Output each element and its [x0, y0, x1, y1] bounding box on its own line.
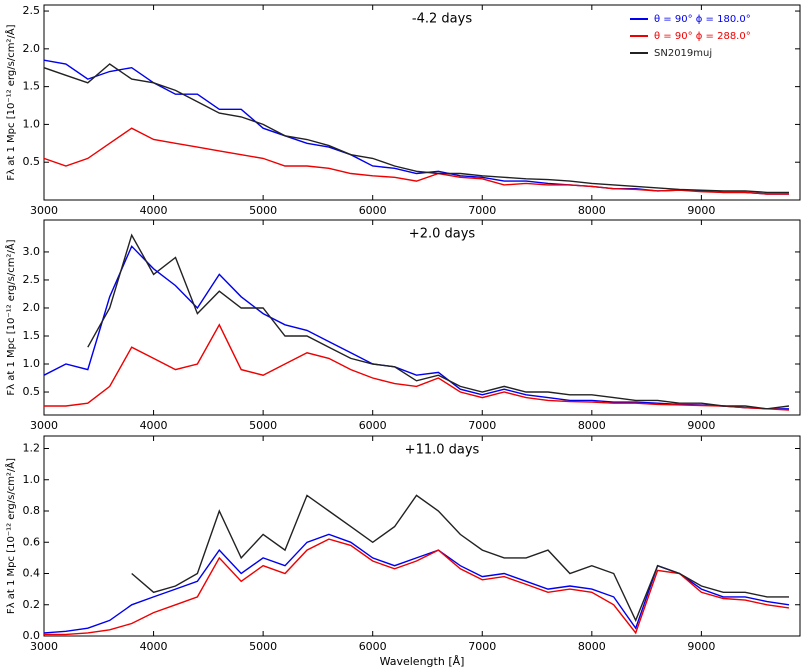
y-axis-label: Fλ at 1 Mpc [10⁻¹² erg/s/cm²/Å]	[4, 24, 17, 180]
y-tick-label: 3.0	[23, 245, 41, 258]
panel-title: -4.2 days	[412, 12, 472, 27]
x-tick-label: 9000	[687, 419, 715, 432]
spectrum-line	[44, 59, 789, 195]
legend-label: θ = 90° ϕ = 288.0°	[654, 31, 751, 42]
y-tick-label: 1.5	[23, 329, 41, 342]
spectrum-line	[44, 245, 789, 410]
y-tick-label: 1.0	[23, 357, 41, 370]
y-tick-label: 0.2	[23, 598, 41, 611]
x-tick-label: 4000	[140, 640, 168, 653]
y-axis-label: Fλ at 1 Mpc [10⁻¹² erg/s/cm²/Å]	[4, 239, 17, 395]
spectrum-line	[44, 323, 790, 411]
y-tick-label: 1.5	[23, 80, 41, 93]
x-tick-label: 7000	[468, 640, 496, 653]
y-axis-label: Fλ at 1 Mpc [10⁻¹² erg/s/cm²/Å]	[4, 458, 17, 614]
y-tick-label: 0.6	[23, 535, 41, 548]
y-tick-label: 2.5	[23, 273, 41, 286]
x-tick-label: 3000	[30, 204, 58, 217]
x-tick-label: 8000	[578, 204, 606, 217]
spectrum-line	[44, 533, 790, 634]
x-tick-label: 8000	[578, 419, 606, 432]
spectrum-line	[44, 538, 790, 636]
y-tick-label: 2.5	[23, 4, 41, 17]
y-tick-label: 0.5	[23, 385, 41, 398]
y-tick-label: 0.0	[23, 629, 41, 642]
legend-label: SN2019muj	[654, 48, 712, 59]
spectrum-line	[87, 233, 790, 410]
y-tick-label: 0.4	[23, 567, 41, 580]
x-tick-label: 4000	[140, 204, 168, 217]
x-tick-label: 3000	[30, 640, 58, 653]
x-tick-label: 7000	[468, 204, 496, 217]
spectrum-line	[44, 63, 789, 194]
x-axis-label: Wavelength [Å]	[380, 655, 465, 668]
x-tick-label: 6000	[359, 640, 387, 653]
spectrum-line	[131, 494, 789, 623]
plot-frame	[43, 219, 801, 416]
spectrum-line	[44, 127, 789, 195]
y-tick-label: 2.0	[23, 301, 41, 314]
x-tick-label: 6000	[359, 419, 387, 432]
x-tick-label: 3000	[30, 419, 58, 432]
x-tick-label: 6000	[359, 204, 387, 217]
x-tick-label: 5000	[249, 419, 277, 432]
legend-label: θ = 90° ϕ = 180.0°	[654, 14, 751, 25]
y-tick-label: 0.8	[23, 504, 41, 517]
panel-title: +2.0 days	[409, 227, 476, 242]
panel-title: +11.0 days	[405, 443, 480, 458]
y-tick-label: 1.0	[23, 473, 41, 486]
x-tick-label: 5000	[249, 204, 277, 217]
y-tick-label: 1.2	[23, 442, 41, 455]
plot-frame	[43, 4, 801, 201]
plot-frame	[43, 435, 801, 637]
y-tick-label: 1.0	[23, 117, 41, 130]
x-tick-label: 5000	[249, 640, 277, 653]
x-tick-label: 8000	[578, 640, 606, 653]
x-tick-label: 4000	[140, 419, 168, 432]
y-tick-label: 0.5	[23, 155, 41, 168]
x-tick-label: 9000	[687, 640, 715, 653]
x-tick-label: 7000	[468, 419, 496, 432]
x-tick-label: 9000	[687, 204, 715, 217]
y-tick-label: 2.0	[23, 42, 41, 55]
